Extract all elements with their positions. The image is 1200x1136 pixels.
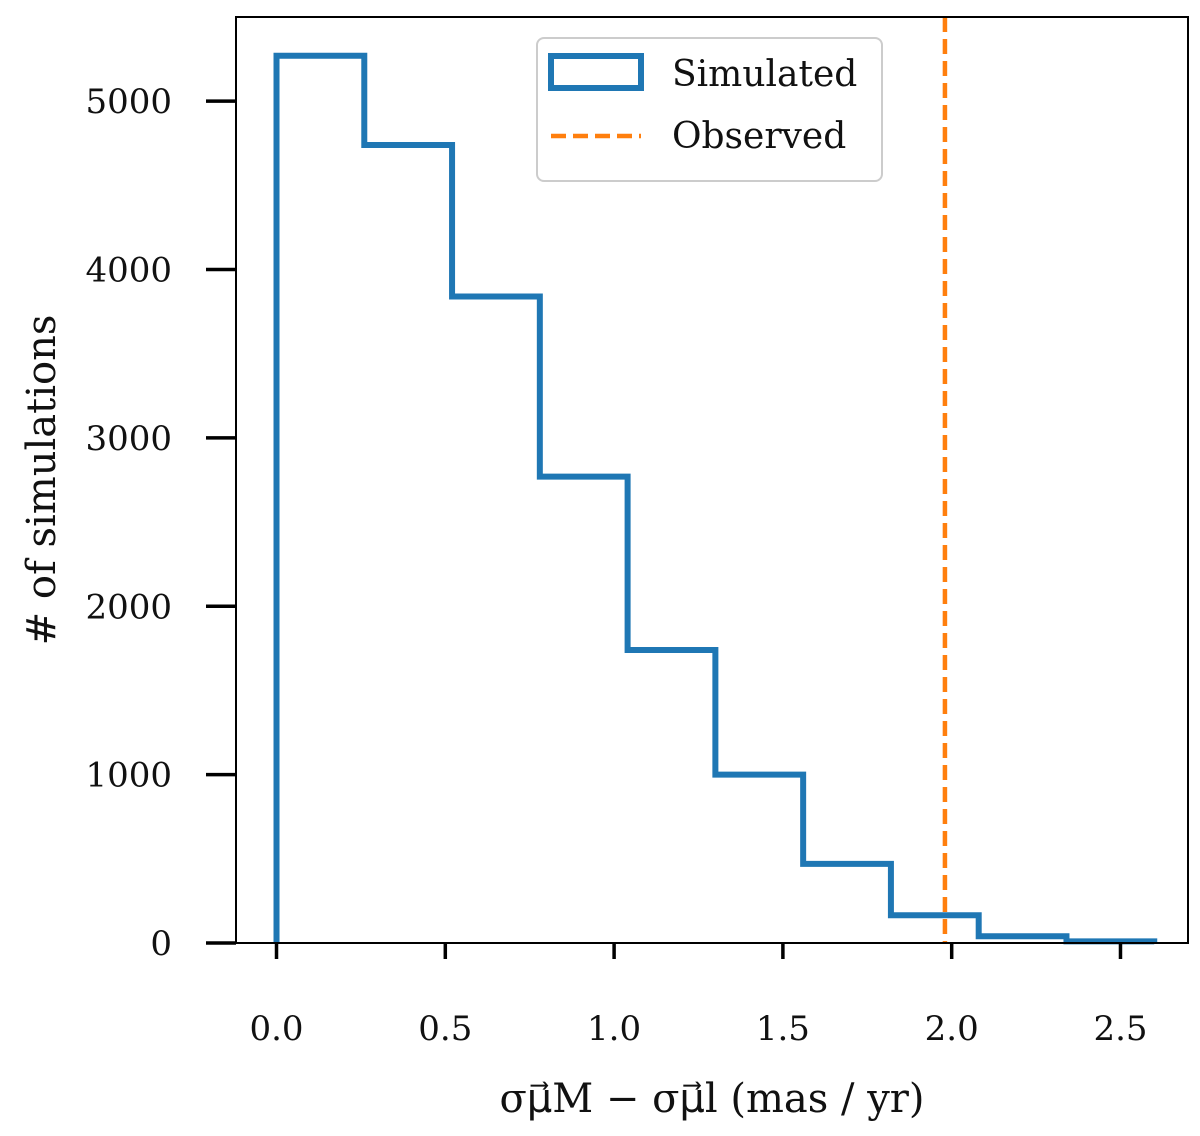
axes-frame	[235, 16, 1189, 944]
legend-label-observed: Observed	[672, 116, 846, 157]
y-tick-label: 1000	[85, 756, 172, 796]
x-tick-label: 1.0	[587, 1009, 641, 1049]
x-axis-label: σμ⃗M − σμ⃗l (mas / yr)	[499, 1076, 924, 1122]
x-tick-label: 2.0	[925, 1009, 979, 1049]
legend-swatch-simulated	[548, 53, 644, 91]
legend-label-simulated: Simulated	[672, 54, 857, 95]
y-tick-label: 2000	[85, 587, 172, 627]
x-tick-label: 2.5	[1093, 1009, 1147, 1049]
y-tick-label: 4000	[85, 251, 172, 291]
y-tick-label: 3000	[85, 419, 172, 459]
x-tick-label: 1.5	[756, 1009, 810, 1049]
legend: Simulated Observed	[536, 37, 883, 182]
x-tick-label: 0.5	[418, 1009, 472, 1049]
y-axis-label: # of simulations	[19, 315, 65, 646]
legend-box	[536, 37, 883, 182]
y-tick-label: 0	[150, 924, 172, 964]
plot-area	[273, 17, 1158, 945]
y-tick-label: 5000	[85, 82, 172, 122]
simulated-histogram-step	[273, 52, 1158, 945]
x-tick-label: 0.0	[249, 1009, 303, 1049]
axes: 0.0 0.5 1.0 1.5 2.0 2.5 0 1000 2000 3000 4000 5000 σ…	[19, 16, 1189, 1122]
